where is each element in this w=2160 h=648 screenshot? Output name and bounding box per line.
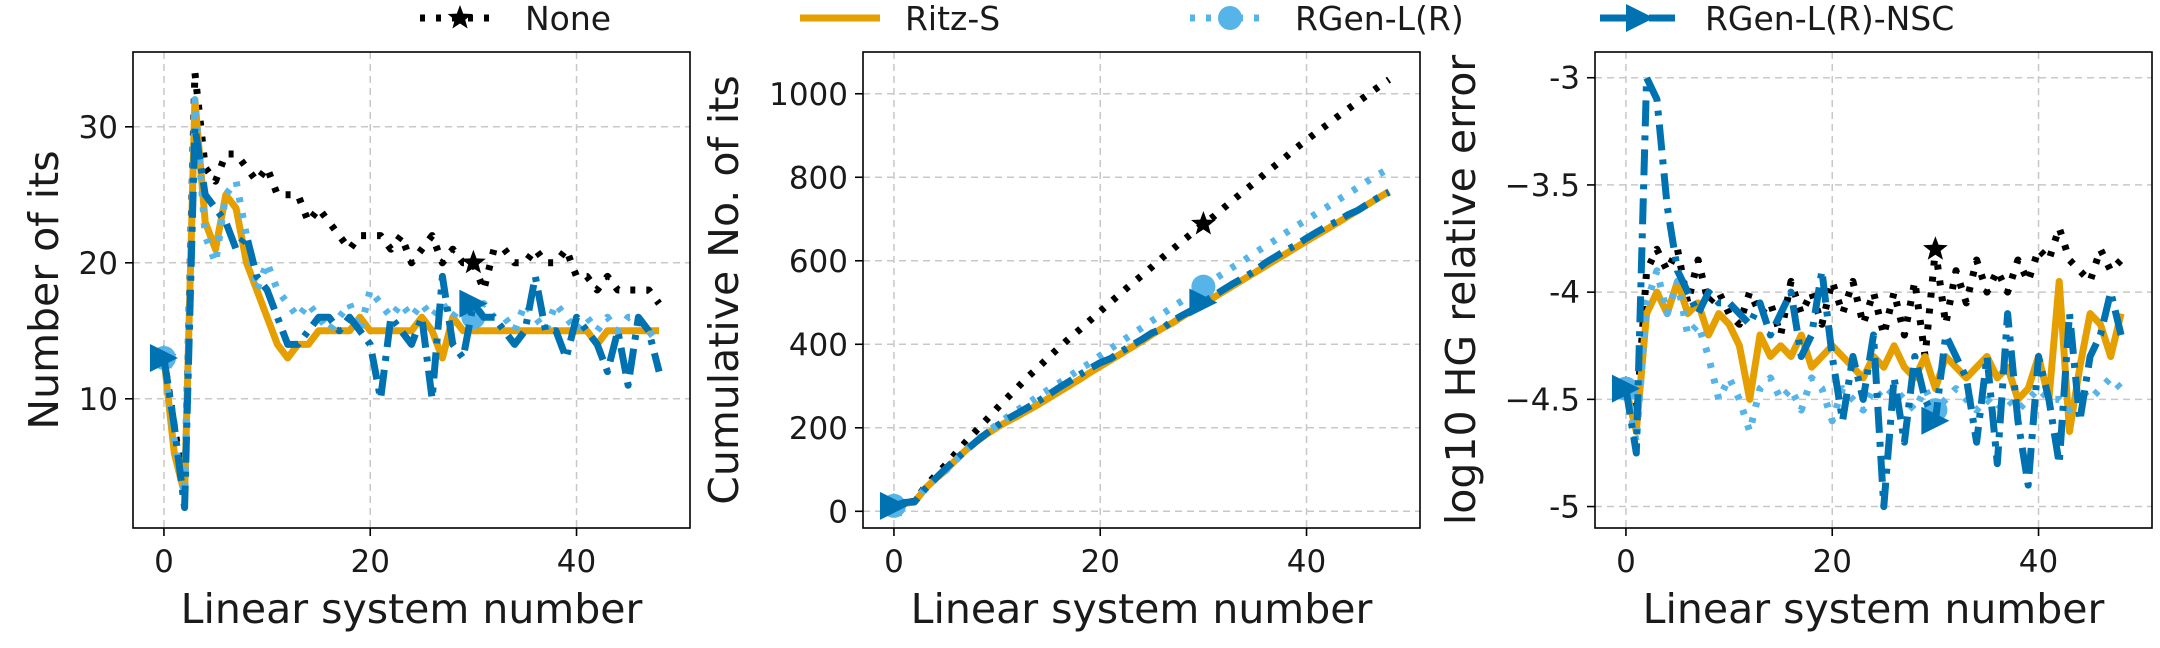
y-tick-label: 1000 <box>769 77 848 113</box>
y-tick-label: -4 <box>1549 275 1580 311</box>
y-tick-label: 400 <box>789 327 848 363</box>
x-tick-label: 0 <box>154 544 174 580</box>
grid <box>1595 52 2152 528</box>
grid <box>863 52 1420 528</box>
x-tick-label: 20 <box>1081 544 1120 580</box>
panel-iterations: 0 20 40 10 20 30 Linear system number Number of… <box>20 51 691 633</box>
legend-item-ritz-s: Ritz-S <box>800 0 1000 38</box>
y-axis-label: Number of its <box>20 150 68 429</box>
legend-item-rgen-l-r: RGen-L(R) <box>1190 0 1464 38</box>
x-tick-label: 20 <box>1813 544 1852 580</box>
x-tick-label: 40 <box>1287 544 1326 580</box>
data-marker-rgen-l-r-nsc <box>1611 374 1640 403</box>
legend-label: Ritz-S <box>905 0 1000 38</box>
data-marker-none <box>1923 236 1948 260</box>
x-axis-label: Linear system number <box>911 585 1373 633</box>
series-line-rgen-l-r-nsc <box>160 123 663 512</box>
data-marker-rgen-l-r-nsc <box>1189 288 1218 317</box>
data-marker-none <box>1191 211 1216 235</box>
y-tick-label: -5 <box>1549 490 1580 526</box>
legend-item-rgen-l-r-nsc: RGen-L(R)-NSC <box>1600 0 1954 38</box>
plot-frame <box>132 51 691 529</box>
legend: None Ritz-S RGen-L(R) RGen-L(R)-NSC <box>420 0 1954 38</box>
legend-label: RGen-L(R) <box>1295 0 1464 38</box>
legend-marker <box>1626 4 1654 32</box>
data-marker-none <box>461 249 486 274</box>
x-tick-label: 0 <box>1616 544 1636 580</box>
plot-frame <box>1594 51 2153 529</box>
legend-label: None <box>525 0 611 38</box>
y-tick-label: 600 <box>789 244 848 280</box>
series-line-none <box>160 68 662 498</box>
series-line-ritz-s <box>893 188 1391 510</box>
legend-marker <box>1218 6 1242 30</box>
legend-label: RGen-L(R)-NSC <box>1705 0 1954 38</box>
x-tick-label: 40 <box>2019 544 2058 580</box>
x-axis-label: Linear system number <box>1643 585 2105 633</box>
y-axis-label: log10 HG relative error <box>1437 55 1485 525</box>
series-line-rgen-l-r <box>160 96 662 498</box>
y-tick-label: −3.5 <box>1505 168 1580 204</box>
x-tick-label: 40 <box>557 544 596 580</box>
y-tick-label: 0 <box>828 494 848 530</box>
series-group <box>1611 74 2125 511</box>
y-tick-label: −4.5 <box>1505 382 1580 418</box>
y-tick-label: 30 <box>79 110 118 146</box>
series-line-ritz-s <box>160 96 660 498</box>
x-tick-label: 0 <box>884 544 904 580</box>
series-group <box>149 68 663 512</box>
panel-log-error: 0 20 40 -5 −4.5 -4 −3.5 -3 Linear system number l… <box>1437 51 2153 633</box>
legend-item-none: None <box>420 0 611 38</box>
series-line-none <box>892 76 1392 510</box>
y-tick-label: -3 <box>1549 61 1580 97</box>
grid <box>133 52 690 528</box>
series-line-rgen-l-r <box>892 165 1391 510</box>
y-tick-label: 800 <box>789 160 848 196</box>
plot-frame <box>862 51 1421 529</box>
series-line-rgen-l-r-nsc <box>892 189 1391 510</box>
data-marker-rgen-l-r-nsc <box>459 289 488 318</box>
legend-marker <box>447 5 473 29</box>
y-tick-label: 10 <box>79 382 118 418</box>
data-marker-rgen-l-r-nsc <box>149 344 178 372</box>
series-group <box>879 76 1392 520</box>
data-marker-rgen-l-r-nsc <box>879 491 908 520</box>
y-axis-label: Cumulative No. of its <box>700 75 748 505</box>
series-line-rgen-l-r-nsc <box>1622 74 2125 511</box>
data-marker-rgen-l-r-nsc <box>1921 406 1950 435</box>
x-tick-label: 20 <box>351 544 390 580</box>
y-tick-label: 20 <box>79 246 118 282</box>
y-tick-label: 200 <box>789 411 848 447</box>
x-axis-label: Linear system number <box>181 585 643 633</box>
